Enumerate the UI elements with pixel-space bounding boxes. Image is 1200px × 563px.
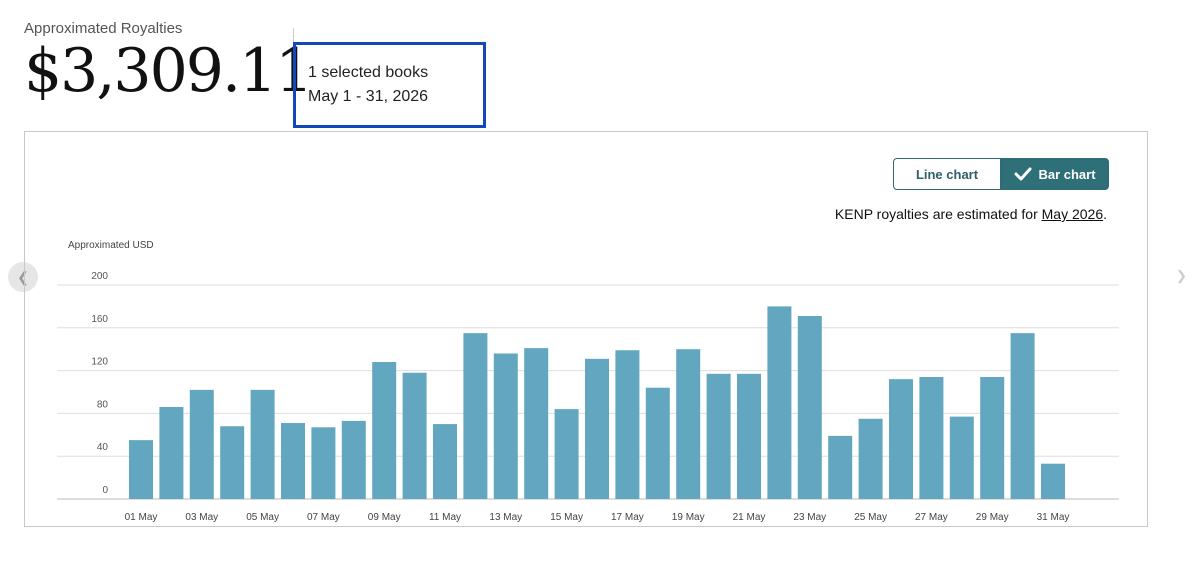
bar-01-may[interactable]	[129, 440, 153, 499]
x-tick-label: 03 May	[185, 512, 218, 523]
royalties-amount: $3,309.11	[24, 36, 313, 106]
bar-09-may[interactable]	[372, 362, 397, 499]
x-tick-label: 15 May	[550, 512, 583, 523]
bar-29-may[interactable]	[980, 377, 1005, 499]
chevron-right-icon[interactable]: ❯	[1176, 268, 1187, 283]
bar-14-may[interactable]	[524, 348, 549, 499]
line-chart-button[interactable]: Line chart	[893, 158, 1001, 190]
x-tick-label: 25 May	[854, 512, 887, 523]
x-tick-label: 17 May	[611, 512, 644, 523]
bar-20-may[interactable]	[706, 373, 731, 499]
bar-chart-label: Bar chart	[1038, 166, 1096, 182]
kenp-month-link[interactable]: May 2026	[1041, 206, 1104, 222]
bar-30-may[interactable]	[1010, 333, 1035, 499]
bar-16-may[interactable]	[585, 358, 609, 499]
x-tick-label: 01 May	[125, 512, 158, 523]
bar-12-may[interactable]	[463, 333, 488, 499]
x-tick-label: 09 May	[368, 512, 401, 523]
bar-05-may[interactable]	[250, 389, 275, 499]
royalties-label: Approximated Royalties	[24, 20, 183, 37]
y-tick-label: 160	[91, 314, 108, 325]
chart-type-toggle: Line chart Bar chart	[893, 158, 1109, 190]
selection-summary[interactable]: 1 selected books May 1 - 31, 2026	[293, 42, 486, 128]
x-tick-label: 27 May	[915, 512, 948, 523]
bar-21-may[interactable]	[737, 373, 761, 499]
bar-06-may[interactable]	[281, 423, 305, 499]
bar-13-may[interactable]	[493, 353, 518, 499]
bar-03-may[interactable]	[189, 389, 214, 499]
bar-08-may[interactable]	[341, 420, 366, 499]
y-axis-title: Approximated USD	[68, 240, 154, 251]
kenp-note-text: KENP royalties are estimated for	[834, 206, 1042, 222]
y-tick-label: 40	[97, 442, 109, 453]
x-tick-label: 07 May	[307, 512, 340, 523]
y-tick-label: 80	[97, 399, 109, 410]
y-tick-label: 200	[91, 271, 108, 282]
bar-27-may[interactable]	[919, 377, 944, 499]
date-range: May 1 - 31, 2026	[308, 88, 429, 105]
royalties-bar-chart: 0 40 80 120 160 200 01 May 03 May 05 May 07 May 09…	[57, 271, 1119, 523]
y-tick-label: 120	[91, 357, 108, 368]
bar-chart-button[interactable]: Bar chart	[1001, 158, 1109, 190]
bar-28-may[interactable]	[949, 416, 974, 499]
x-tick-label: 19 May	[672, 512, 705, 523]
selected-books-count: 1 selected books	[308, 64, 429, 81]
bar-02-may[interactable]	[159, 406, 184, 499]
bar-17-may[interactable]	[615, 350, 640, 499]
kenp-note-suffix: .	[1103, 206, 1107, 222]
bar-25-may[interactable]	[858, 418, 883, 499]
chart-panel: Line chart Bar chart KENP royalties are …	[24, 131, 1148, 527]
x-tick-label: 11 May	[429, 512, 461, 523]
bar-22-may[interactable]	[767, 306, 792, 499]
line-chart-label: Line chart	[915, 166, 979, 182]
x-tick-label: 05 May	[246, 512, 279, 523]
kenp-note: KENP royalties are estimated for May 202…	[835, 206, 1107, 222]
x-tick-label: 31 May	[1037, 512, 1070, 523]
bar-26-may[interactable]	[889, 379, 913, 499]
bar-23-may[interactable]	[797, 316, 822, 499]
bar-18-may[interactable]	[645, 387, 670, 499]
checkmark-icon	[1014, 167, 1032, 181]
bar-24-may[interactable]	[828, 435, 853, 499]
x-tick-label: 21 May	[733, 512, 766, 523]
bar-11-may[interactable]	[433, 424, 457, 499]
x-tick-label: 13 May	[489, 512, 522, 523]
bar-04-may[interactable]	[220, 426, 245, 499]
bar-19-may[interactable]	[676, 349, 701, 499]
chevron-left-icon[interactable]: ❮	[8, 262, 38, 292]
bar-31-may[interactable]	[1041, 463, 1065, 499]
divider	[293, 28, 294, 44]
bar-10-may[interactable]	[402, 372, 427, 499]
x-tick-label: 23 May	[793, 512, 826, 523]
y-tick-label: 0	[102, 485, 108, 496]
bar-15-may[interactable]	[554, 409, 579, 499]
bar-07-may[interactable]	[311, 427, 336, 499]
x-tick-label: 29 May	[976, 512, 1009, 523]
